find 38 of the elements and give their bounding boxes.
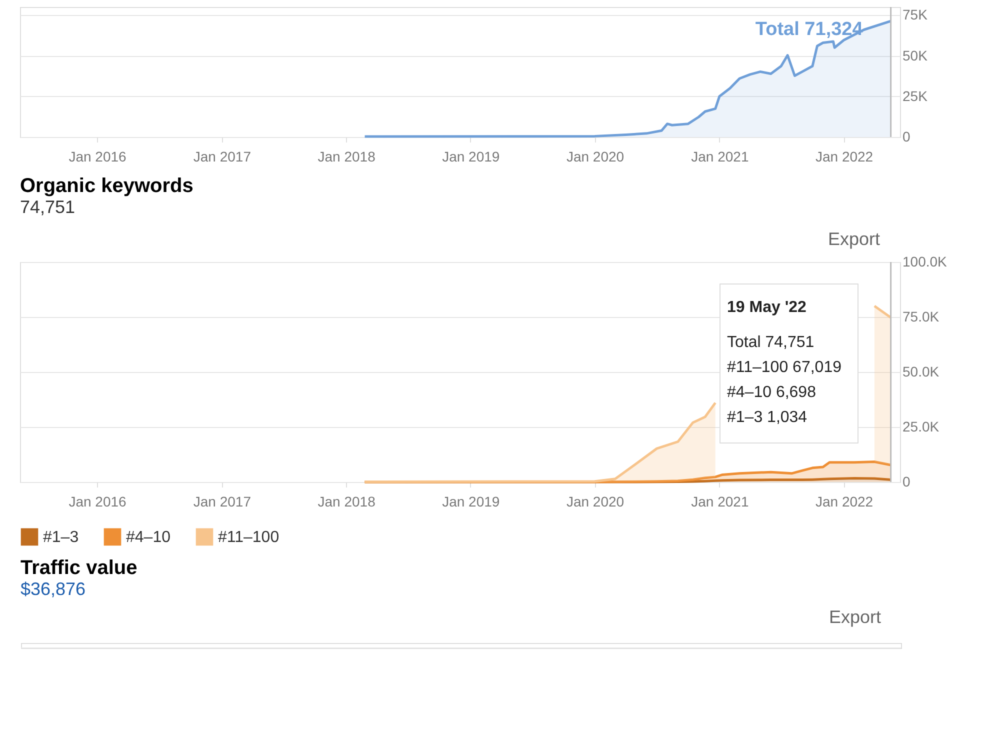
- x-tick-label: Jan 2020: [566, 494, 624, 510]
- x-tick-label: Jan 2016: [68, 494, 127, 510]
- y-tick-label: 0: [902, 128, 910, 144]
- x-tick-label: Jan 2022: [815, 148, 874, 164]
- annotation: Total 71,324: [755, 19, 864, 40]
- annotation: #1–3 1,034: [727, 409, 808, 426]
- annotation: #11–100 67,019: [727, 359, 842, 376]
- x-tick-label: Jan 2017: [193, 494, 252, 510]
- y-tick-label: 25.0K: [902, 418, 940, 434]
- legend-label: #11–100: [218, 528, 280, 546]
- x-tick-label: Jan 2021: [691, 148, 749, 164]
- x-tick-label: Jan 2017: [193, 148, 252, 164]
- y-tick-label: 50.0K: [902, 364, 940, 380]
- x-tick-label: Jan 2022: [815, 494, 874, 510]
- y-tick-label: 75.0K: [902, 308, 940, 324]
- text: Export: [828, 229, 880, 249]
- y-tick-label: 75K: [902, 6, 928, 23]
- y-tick-label: 0: [902, 474, 910, 490]
- text: $36,876: [20, 579, 86, 599]
- chart-subtitle: 74,751: [20, 197, 76, 217]
- x-tick-label: Jan 2019: [442, 148, 500, 164]
- y-tick-label: 25K: [902, 88, 928, 104]
- annotation: Total 74,751: [727, 334, 814, 351]
- annotation: 19 May '22: [727, 299, 807, 316]
- chart-title: Organic keywords: [20, 175, 194, 197]
- x-tick-label: Jan 2020: [566, 148, 624, 164]
- x-tick-label: Jan 2018: [318, 148, 376, 164]
- annotation: #4–10 6,698: [727, 384, 816, 401]
- x-tick-label: Jan 2019: [442, 494, 500, 510]
- x-tick-label: Jan 2018: [318, 494, 376, 510]
- y-tick-label: 100.0K: [902, 254, 948, 270]
- x-tick-label: Jan 2021: [691, 494, 749, 510]
- y-tick-label: 50K: [902, 47, 928, 64]
- x-tick-label: Jan 2016: [68, 148, 127, 164]
- legend-label: #1–3: [43, 528, 79, 546]
- text: Traffic value: [20, 557, 138, 579]
- legend-label: #4–10: [126, 528, 171, 546]
- text: Export: [828, 607, 881, 627]
